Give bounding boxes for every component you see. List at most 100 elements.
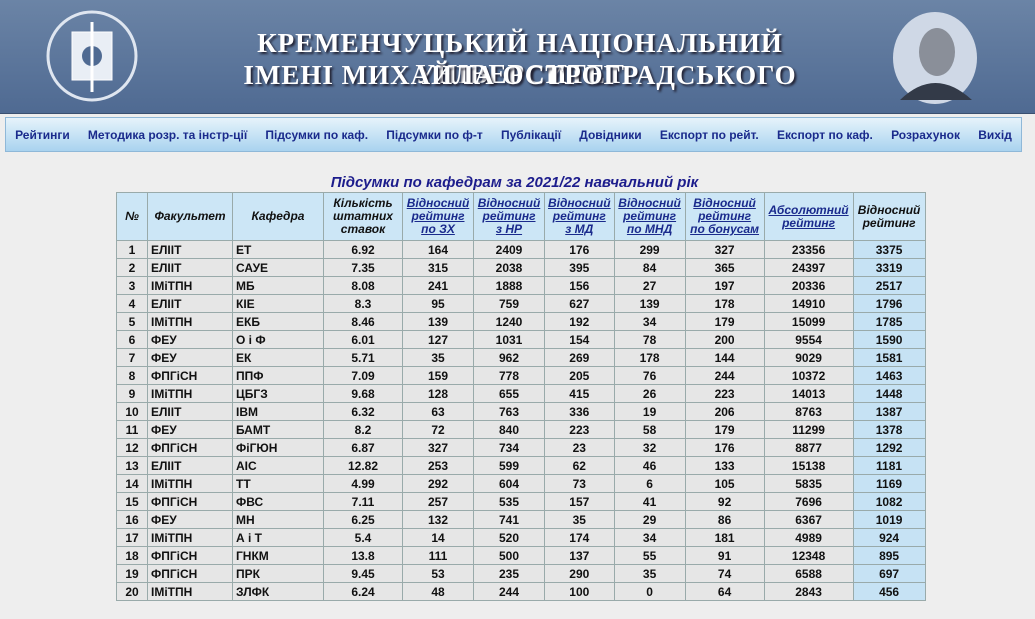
nav-link[interactable]: Методика розр. та інстр-ції (87, 127, 248, 142)
table-cell: 132 (402, 510, 474, 529)
nav-link[interactable]: Вихід (978, 127, 1012, 142)
nav-link[interactable]: Підсумки по каф. (265, 127, 369, 142)
table-cell: 205 (544, 366, 615, 385)
table-cell: ЕКБ (232, 312, 324, 331)
table-cell: 137 (544, 546, 615, 565)
header-text[interactable]: рейтинг (698, 209, 752, 223)
table-row: 18 ФПГіСН ГНКМ 13.8 111 500 137 55 91 12348 895 (116, 546, 926, 565)
table-cell: 299 (613, 240, 686, 259)
table-cell: 7.35 (323, 258, 403, 277)
table-cell: 176 (684, 438, 765, 457)
column-header[interactable]: Відносний рейтинг по бонусам (684, 192, 765, 241)
header-text[interactable]: Відносний (693, 196, 756, 210)
table-cell: 8.08 (323, 276, 403, 295)
header-text[interactable]: рейтинг (411, 209, 465, 223)
column-header[interactable]: Абсолютний рейтинг (763, 192, 854, 241)
table-cell: 290 (544, 564, 615, 583)
table-cell: 1387 (852, 402, 926, 421)
nav-link[interactable]: Публікації (500, 127, 562, 142)
table-cell: 840 (473, 420, 545, 439)
header-text[interactable]: Відносний (548, 196, 611, 210)
table-cell: 41 (613, 492, 686, 511)
header-text[interactable]: рейтинг (552, 209, 606, 223)
column-header[interactable]: Відносний рейтинг по МНД (613, 192, 686, 241)
table-cell: 6588 (763, 564, 854, 583)
header-text[interactable]: по ЗХ (421, 222, 455, 236)
header-text: Кафедра (251, 209, 305, 223)
table-cell: 223 (544, 420, 615, 439)
university-subtitle: ІМЕНІ МИХАЙЛА ОСТРОГРАДСЬКОГО (243, 60, 797, 90)
nav-link[interactable]: Експорт по рейт. (659, 127, 759, 142)
table-cell: 13 (116, 456, 148, 475)
header-text[interactable]: по МНД (626, 222, 673, 236)
table-cell: 6.24 (323, 582, 403, 601)
header-text: Факультет (154, 209, 226, 223)
table-cell: ЗЛФК (232, 582, 324, 601)
table-cell: 72 (402, 420, 474, 439)
column-header[interactable]: Відносний рейтинг з МД (544, 192, 615, 241)
table-cell: 763 (473, 402, 545, 421)
table-cell: САУЕ (232, 258, 324, 277)
table-cell: 1448 (852, 384, 926, 403)
table-cell: 1 (116, 240, 148, 259)
header-text[interactable]: Відносний (618, 196, 681, 210)
table-cell: 32 (613, 438, 686, 457)
table-cell: 1169 (852, 474, 926, 493)
table-cell: 327 (402, 438, 474, 457)
nav-link[interactable]: Довідники (579, 127, 642, 142)
table-cell: ІМіТПН (147, 474, 233, 493)
table-cell: 154 (544, 330, 615, 349)
nav-link[interactable]: Підсумки по ф-т (386, 127, 483, 142)
table-cell: 20336 (763, 276, 854, 295)
header-text[interactable]: Абсолютний (768, 202, 849, 217)
table-cell: 8.3 (323, 294, 403, 313)
column-header[interactable]: Відносний рейтинг по ЗХ (402, 192, 474, 241)
header-text[interactable]: Відносний (477, 196, 541, 210)
table-cell: 13.8 (323, 546, 403, 565)
table-cell: 91 (684, 546, 765, 565)
table-cell: 95 (402, 294, 474, 313)
column-header[interactable]: Відносний рейтинг з НР (473, 192, 545, 241)
table-cell: 74 (684, 564, 765, 583)
header-text[interactable]: рейтинг (482, 209, 536, 223)
table-cell: 164 (402, 240, 474, 259)
table-cell: 178 (613, 348, 686, 367)
table-cell: 176 (544, 240, 615, 259)
table-cell: ФПГіСН (147, 546, 233, 565)
table-cell: 257 (402, 492, 474, 511)
header-text[interactable]: рейтинг (782, 215, 836, 230)
table-cell: ППФ (232, 366, 324, 385)
nav-link[interactable]: Розрахунок (891, 127, 960, 142)
table-cell: 241 (402, 276, 474, 295)
table-cell: 741 (473, 510, 545, 529)
header-text[interactable]: по бонусам (690, 222, 760, 236)
header-text: ставок (340, 222, 386, 236)
table-cell: 139 (613, 294, 686, 313)
nav-link[interactable]: Рейтинги (15, 127, 70, 142)
table-cell: 34 (613, 528, 686, 547)
table-cell: 14910 (763, 294, 854, 313)
table-cell: 520 (473, 528, 545, 547)
table-cell: ІМіТПН (147, 384, 233, 403)
table-cell: 73 (544, 474, 615, 493)
portrait (893, 12, 977, 104)
table-cell: 5 (116, 312, 148, 331)
header-text[interactable]: Відносний (406, 196, 470, 210)
table-cell: 1590 (852, 330, 926, 349)
table-cell: 7.11 (323, 492, 403, 511)
table-row: 10 ЕЛІІТ ІВМ 6.32 63 763 336 19 206 8763 1387 (116, 402, 926, 421)
table-cell: 8877 (763, 438, 854, 457)
table-row: 7 ФЕУ ЕК 5.71 35 962 269 178 144 9029 1581 (116, 348, 926, 367)
table-cell: 6.25 (323, 510, 403, 529)
table-cell: 48 (402, 582, 474, 601)
nav-link[interactable]: Експорт по каф. (776, 127, 873, 142)
header-text[interactable]: рейтинг (623, 209, 677, 223)
column-header: № (116, 192, 148, 241)
table-cell: 62 (544, 456, 615, 475)
table-cell: ФЕУ (147, 420, 233, 439)
header-text[interactable]: з НР (495, 222, 523, 236)
table-cell: 759 (473, 294, 545, 313)
table-cell: 34 (613, 312, 686, 331)
table-cell: 15 (116, 492, 148, 511)
header-text[interactable]: з МД (565, 222, 594, 236)
